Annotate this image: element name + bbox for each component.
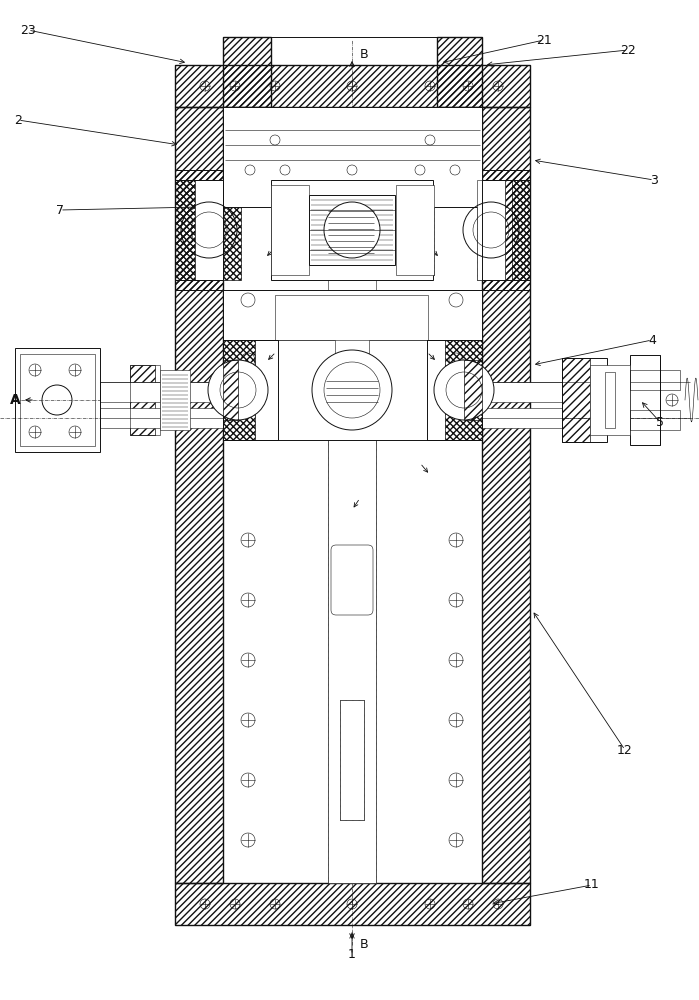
FancyBboxPatch shape [331, 545, 373, 615]
Bar [271, 185, 309, 275]
Bar [482, 408, 562, 428]
Bar [590, 365, 630, 435]
Bar [482, 180, 530, 280]
Bar [427, 340, 482, 440]
Bar [175, 65, 530, 107]
Text: B: B [360, 938, 368, 952]
Bar [15, 348, 100, 452]
Bar [223, 340, 482, 440]
Text: 22: 22 [620, 43, 636, 56]
Bar [195, 180, 223, 280]
Bar [309, 195, 395, 265]
Bar [396, 185, 434, 275]
Bar [630, 370, 680, 390]
Bar [175, 883, 530, 925]
Bar [160, 370, 190, 430]
Bar [223, 37, 271, 107]
Bar [482, 382, 562, 402]
Text: 7: 7 [56, 204, 64, 217]
Bar [223, 107, 482, 207]
Bar [630, 410, 680, 430]
Bar [340, 700, 364, 820]
Text: 5: 5 [656, 416, 664, 428]
Bar [20, 354, 95, 446]
Text: 11: 11 [584, 879, 600, 892]
Bar [630, 355, 660, 445]
Text: 12: 12 [617, 744, 633, 756]
Bar [562, 358, 607, 442]
Bar [275, 295, 428, 340]
Bar [223, 107, 482, 883]
Circle shape [324, 202, 380, 258]
Bar [482, 170, 530, 290]
Bar [130, 365, 160, 435]
Circle shape [434, 360, 494, 420]
Bar [100, 382, 223, 402]
Bar [482, 107, 530, 883]
Bar [223, 37, 482, 65]
Bar [175, 170, 223, 290]
Text: 2: 2 [14, 113, 22, 126]
Text: 1: 1 [348, 948, 356, 962]
Bar [223, 340, 278, 440]
Text: 3: 3 [650, 174, 658, 186]
Bar [437, 37, 482, 107]
Bar [223, 290, 482, 345]
Circle shape [208, 360, 268, 420]
Text: A: A [10, 393, 20, 407]
Bar [175, 107, 223, 883]
Circle shape [312, 350, 392, 430]
Bar [605, 372, 615, 428]
Bar [175, 180, 223, 280]
Bar [271, 180, 433, 280]
Text: B: B [360, 48, 368, 62]
Bar [328, 273, 376, 883]
Bar [477, 180, 505, 280]
Text: 21: 21 [536, 33, 552, 46]
Bar [335, 330, 369, 420]
Bar [100, 408, 223, 428]
Text: 4: 4 [648, 334, 656, 347]
Text: 23: 23 [20, 23, 36, 36]
